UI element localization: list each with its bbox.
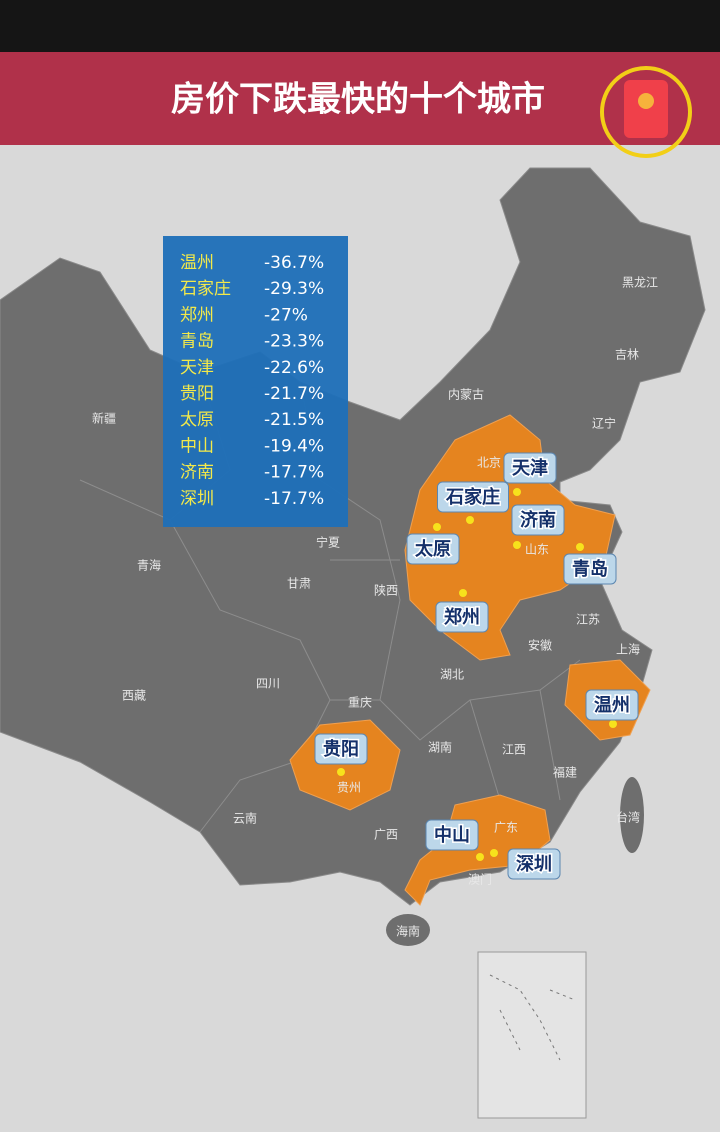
city-tag: 郑州 — [444, 606, 480, 628]
city-dot — [576, 543, 584, 551]
city-dot — [490, 849, 498, 857]
province-label: 山东 — [525, 543, 549, 557]
province-label: 宁夏 — [316, 535, 340, 550]
province-label: 广东 — [494, 821, 518, 835]
province-label: 四川 — [256, 677, 280, 691]
city-tag-box — [437, 481, 509, 513]
city-tag-box — [563, 553, 617, 585]
table-value: -22.6% — [264, 358, 324, 378]
icon-ring[interactable] — [600, 66, 692, 158]
city-tag-box — [425, 819, 479, 851]
province-label: 西藏 — [122, 689, 146, 703]
city-dot — [459, 589, 467, 597]
table-value: -17.7% — [264, 489, 324, 509]
table-value: -36.7% — [264, 253, 324, 273]
city-dot — [513, 541, 521, 549]
top-strip — [0, 0, 720, 52]
city-tag-box — [585, 689, 639, 721]
province-label: 海南 — [396, 924, 420, 939]
table-value: -27% — [264, 305, 308, 325]
city-dot — [476, 853, 484, 861]
province-label: 江苏 — [576, 613, 600, 627]
city-tag: 石家庄 — [445, 486, 500, 508]
city-tag: 中山 — [434, 824, 470, 846]
city-tag-box — [406, 533, 460, 565]
land — [0, 167, 706, 906]
table-city: 深圳 — [180, 489, 214, 509]
province-label: 重庆 — [348, 696, 372, 710]
hainan-shape — [386, 914, 430, 946]
table-value: -23.3% — [264, 332, 324, 352]
city-tag: 贵阳 — [323, 739, 359, 760]
province-label: 陕西 — [374, 583, 398, 598]
city-dot — [466, 516, 474, 524]
envelope-seal — [638, 93, 654, 109]
province-label: 辽宁 — [592, 416, 616, 431]
province-label: 澳门 — [468, 872, 492, 887]
city-tag-box — [435, 601, 489, 633]
city-tag-box — [503, 452, 557, 484]
table-value: -21.7% — [264, 384, 324, 404]
table-value: -29.3% — [264, 279, 324, 299]
table-city: 贵阳 — [180, 384, 214, 404]
province-label: 上海 — [616, 642, 640, 657]
province-label: 吉林 — [615, 348, 639, 362]
city-tag: 天津 — [512, 457, 548, 479]
city-dot — [513, 488, 521, 496]
province-label: 湖北 — [440, 667, 464, 682]
city-tag-box — [511, 504, 565, 536]
province-label: 广西 — [374, 828, 398, 842]
table-city: 石家庄 — [180, 279, 231, 299]
province-label: 云南 — [233, 811, 257, 826]
province-label: 青海 — [137, 558, 161, 573]
province-label: 新疆 — [92, 411, 116, 426]
title: 房价下跌最快的十个城市 — [171, 80, 545, 120]
province-label: 江西 — [502, 743, 526, 757]
province-label: 黑龙江 — [622, 276, 658, 290]
city-tag: 深圳 — [516, 853, 552, 875]
table-city: 天津 — [180, 358, 214, 378]
city-dot — [433, 523, 441, 531]
inset-islands — [489, 974, 576, 1061]
table-city: 温州 — [180, 253, 214, 273]
city-tag-box — [314, 733, 368, 765]
province-label: 安徽 — [528, 638, 552, 653]
city-tag: 济南 — [520, 509, 556, 531]
taiwan-shape — [620, 777, 644, 853]
table-city: 太原 — [180, 410, 214, 430]
province-label: 湖南 — [428, 740, 452, 755]
ranking-table — [163, 236, 348, 527]
city-dot — [609, 720, 617, 728]
city-tag: 太原 — [415, 538, 451, 560]
table-city: 中山 — [180, 436, 214, 456]
province-label: 北京 — [477, 456, 501, 470]
province-label: 内蒙古 — [448, 387, 484, 402]
province-label: 台湾 — [616, 810, 640, 825]
guangdong-region — [404, 794, 551, 906]
inset-map — [477, 951, 587, 1119]
table-rows: 温州 -36.7% 石家庄 -29.3% 郑州 -27% 青岛 -23.3% 天津 -22.6% 贵… — [180, 253, 324, 509]
table-city: 青岛 — [180, 332, 214, 352]
header-banner — [0, 52, 720, 145]
table-value: -19.4% — [264, 436, 324, 456]
table-value: -21.5% — [264, 410, 324, 430]
table-value: -17.7% — [264, 463, 324, 483]
table-city: 济南 — [180, 463, 214, 483]
province-label: 甘肃 — [287, 577, 311, 591]
table-city: 郑州 — [180, 305, 214, 325]
city-tag: 青岛 — [572, 558, 608, 580]
city-tag: 温州 — [594, 695, 630, 716]
province-label: 福建 — [553, 765, 577, 780]
city-tag-box — [507, 848, 561, 880]
province-label: 贵州 — [337, 781, 361, 795]
city-dot — [337, 768, 345, 776]
